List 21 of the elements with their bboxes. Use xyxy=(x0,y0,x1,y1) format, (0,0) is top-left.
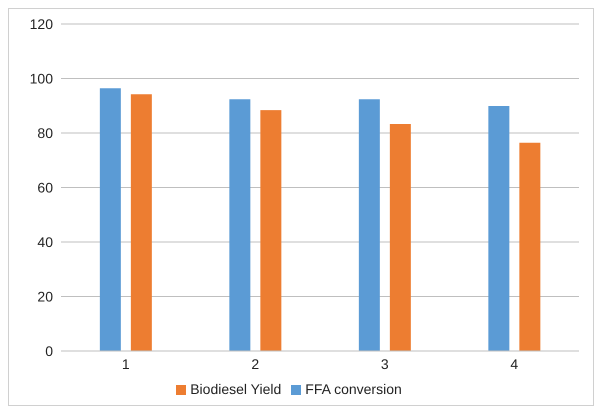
bar xyxy=(358,99,380,351)
x-tick-label: 2 xyxy=(251,356,260,372)
y-tick-label: 60 xyxy=(37,179,54,196)
y-tick-label: 0 xyxy=(45,342,54,359)
y-tick-label: 80 xyxy=(37,124,54,141)
y-tick-label: 40 xyxy=(37,234,54,250)
y-tick-label: 120 xyxy=(30,16,54,32)
y-tick-label: 20 xyxy=(37,288,54,304)
bar xyxy=(260,110,282,351)
x-tick-label: 1 xyxy=(122,356,130,372)
legend-label: Biodiesel Yield xyxy=(190,381,282,397)
x-tick-label: 3 xyxy=(380,356,389,372)
bar xyxy=(488,106,510,351)
x-tick-label: 4 xyxy=(510,356,518,372)
bar xyxy=(130,94,152,351)
bar xyxy=(229,99,250,351)
legend-label: FFA conversion xyxy=(305,381,402,397)
y-tick-label: 100 xyxy=(30,70,54,86)
bar xyxy=(390,124,411,351)
bar xyxy=(519,142,540,351)
bar xyxy=(100,88,121,351)
